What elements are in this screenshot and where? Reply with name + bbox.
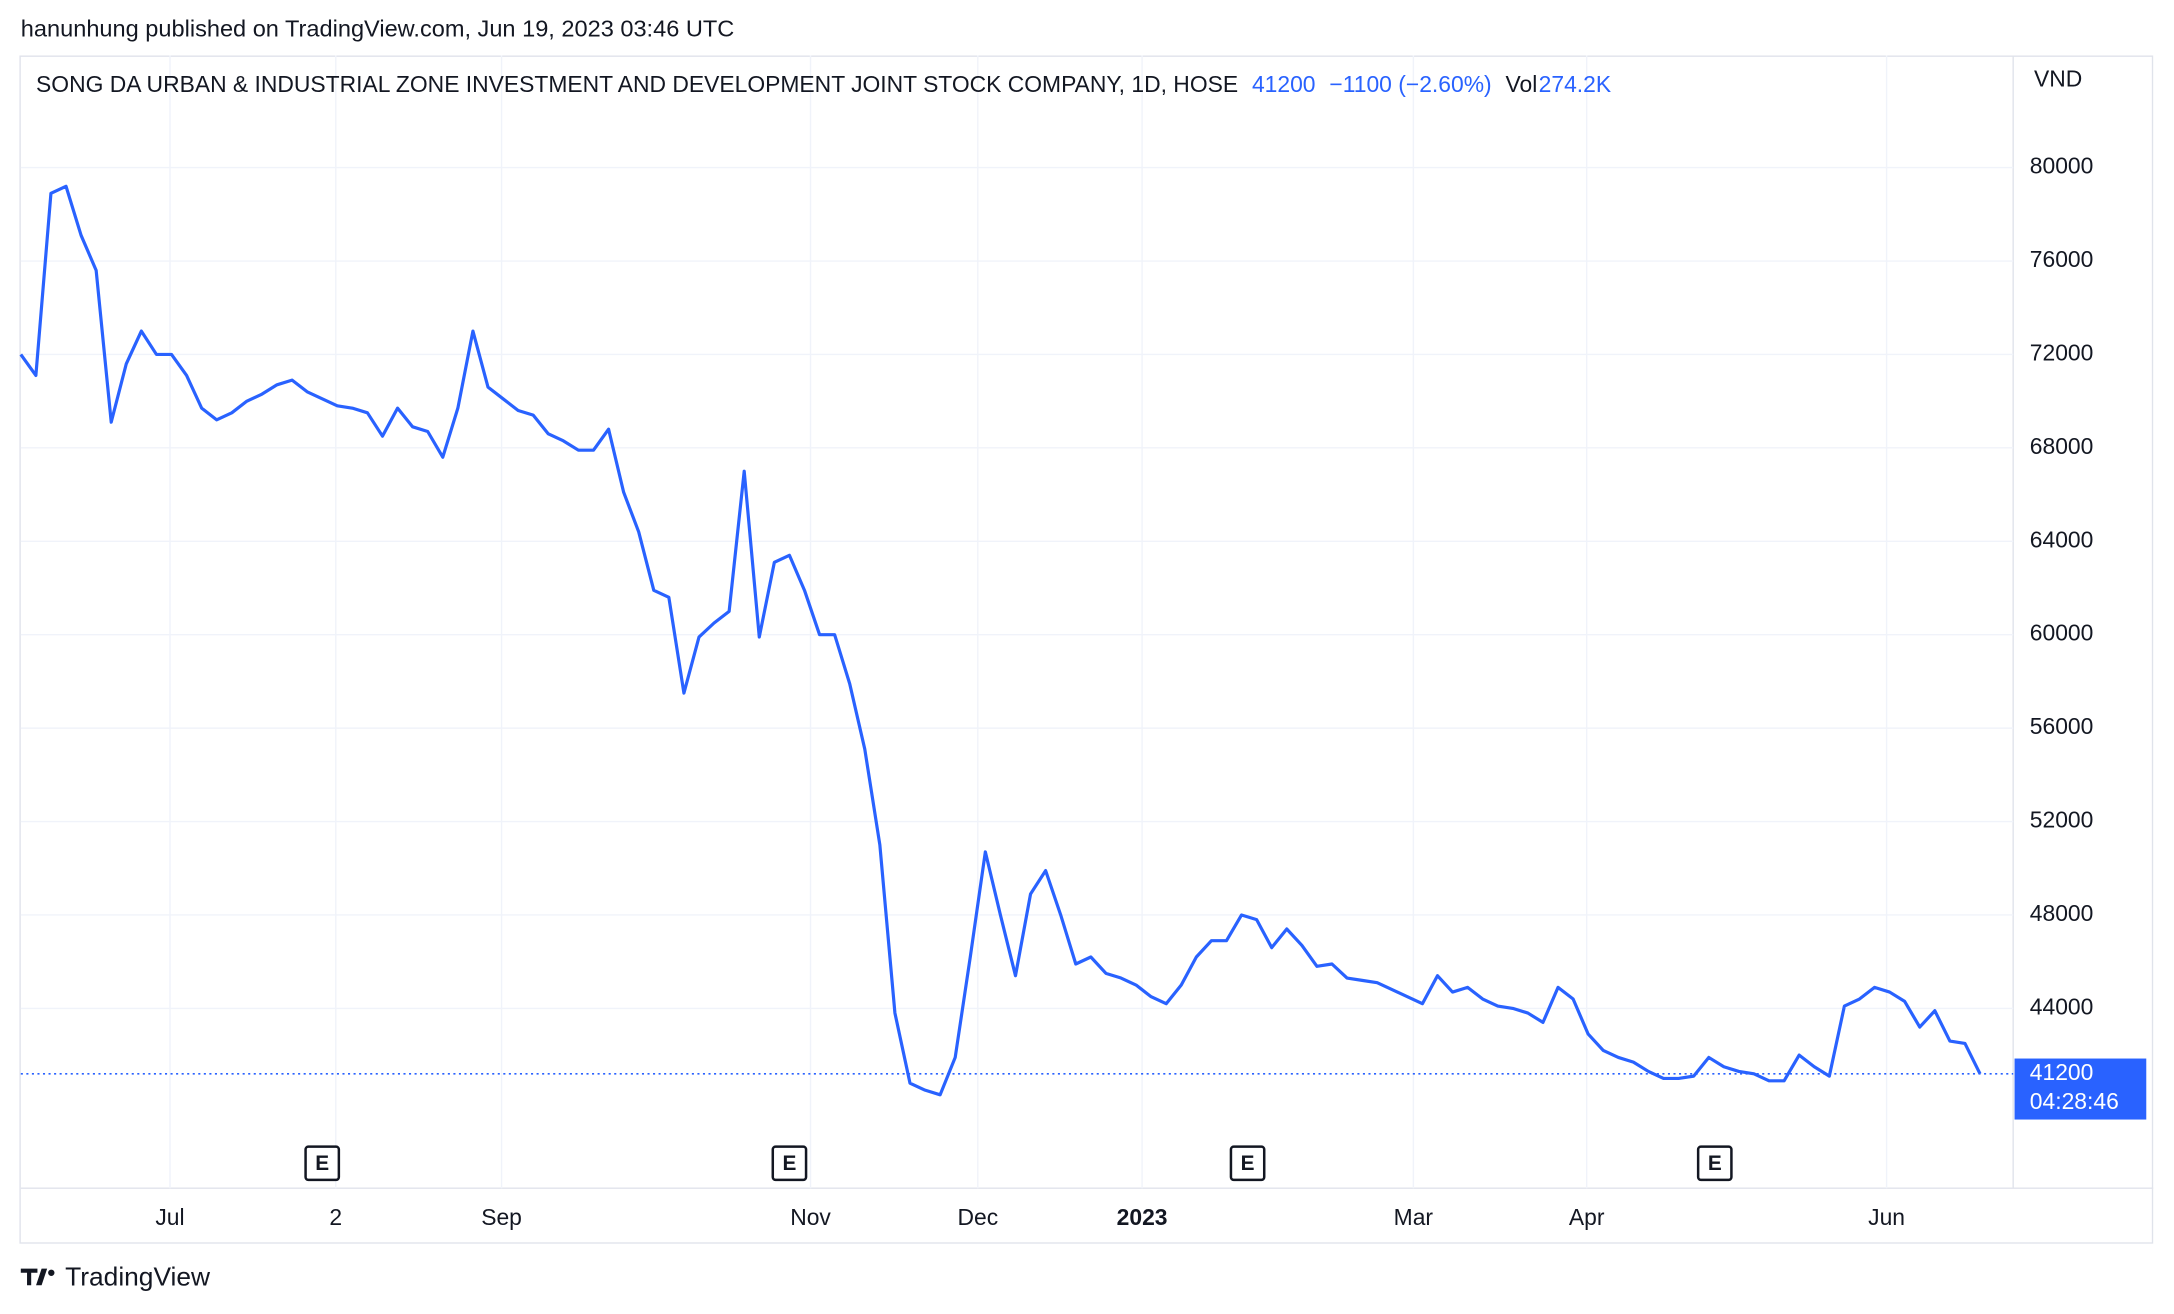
footer: TradingView [65,1261,211,1291]
y-tick-label: 56000 [2030,713,2094,739]
event-label: E [782,1152,796,1175]
y-tick-label: 80000 [2030,153,2094,179]
publisher: hanunhung published on TradingView.com, … [21,16,735,42]
event-label: E [1241,1152,1255,1175]
event-marker [771,1145,808,1182]
price-line [19,184,1982,1097]
grid [20,55,2014,1189]
x-tick-label: Sep [481,1204,522,1230]
logo-dot [48,1269,55,1276]
event-marker [1696,1145,1733,1182]
frame [19,55,2154,1244]
y-tick-label: 60000 [2030,620,2094,646]
y-tick-label: 68000 [2030,433,2094,459]
countdown: 04:28:46 [2030,1088,2119,1114]
y-tick-label: 52000 [2030,807,2094,833]
y-tick-label: 76000 [2030,246,2094,272]
y-tick-label: 72000 [2030,339,2094,365]
event-label: E [1708,1152,1722,1175]
last-price-badge [2014,1058,2147,1120]
volume-label: Vol [1506,71,1538,97]
x-tick-label: Mar [1394,1204,1434,1230]
last-price: 41200 [1252,71,1316,97]
change: −1100 (−2.60%) [1329,71,1491,97]
logo-mark [20,1268,48,1286]
logo: TradingView [20,1261,211,1291]
event-marker [1229,1145,1266,1182]
currency: VND [2034,65,2082,91]
y-tick-label: 64000 [2030,526,2094,552]
x-tick-label: 2023 [1117,1204,1168,1230]
y-tick-label: 48000 [2030,900,2094,926]
x-tick-label: Apr [1569,1204,1605,1230]
plot [19,184,2014,1097]
x-tick-label: 2 [329,1204,342,1230]
last-price-label: 41200 [2030,1059,2094,1085]
event-marker [304,1145,341,1182]
x-tick-label: Jul [155,1204,184,1230]
x-tick-label: Jun [1868,1204,1905,1230]
x-tick-label: Dec [957,1204,998,1230]
x-tick-label: Nov [790,1204,831,1230]
volume: 274.2K [1539,71,1611,97]
event-label: E [315,1152,329,1175]
chart-title: SONG DA URBAN & INDUSTRIAL ZONE INVESTME… [36,71,1238,97]
y-tick-label: 44000 [2030,993,2094,1019]
